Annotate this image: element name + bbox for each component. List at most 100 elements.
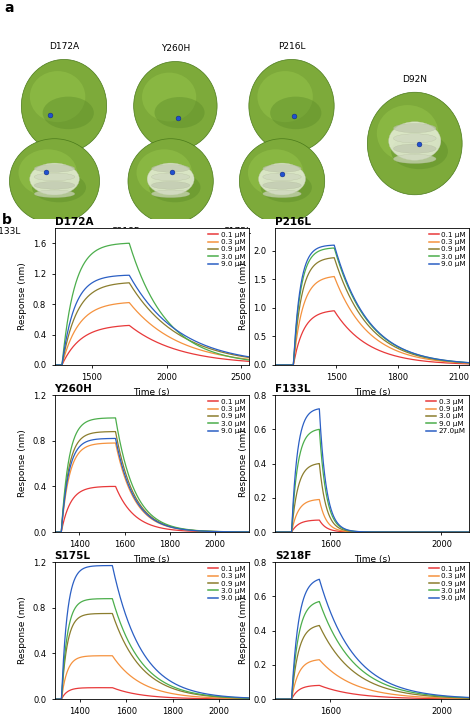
Ellipse shape xyxy=(393,144,436,153)
9.0 μM xyxy=(221,692,227,701)
0.9 μM xyxy=(272,361,278,369)
0.1 μM xyxy=(126,688,132,697)
0.3 μM xyxy=(317,655,322,664)
0.9 μM xyxy=(246,694,252,703)
0.9 μM xyxy=(306,497,311,505)
0.1 μM xyxy=(135,327,140,336)
3.0 μM xyxy=(246,694,252,703)
3.0 μM xyxy=(463,528,468,536)
3.0 μM xyxy=(306,257,311,266)
3.0 μM xyxy=(109,594,115,603)
0.1 μM xyxy=(306,318,311,326)
0.3 μM xyxy=(135,500,140,508)
27.0μM xyxy=(294,452,300,460)
0.9 μM xyxy=(294,321,300,330)
0.9 μM xyxy=(74,440,80,449)
0.1 μM xyxy=(246,528,252,536)
3.0 μM xyxy=(52,695,57,703)
Ellipse shape xyxy=(147,163,194,195)
Ellipse shape xyxy=(155,97,205,128)
3.0 μM xyxy=(85,595,91,604)
9.0 μM xyxy=(346,645,352,653)
3.0 μM xyxy=(85,253,91,262)
Ellipse shape xyxy=(270,97,321,129)
27.0μM xyxy=(272,528,278,536)
3.0 μM xyxy=(317,460,322,468)
0.9 μM xyxy=(242,694,248,703)
0.9 μM xyxy=(85,610,91,619)
Text: F133L: F133L xyxy=(275,384,310,394)
27.0μM xyxy=(306,410,311,419)
0.3 μM xyxy=(463,358,468,367)
0.3 μM xyxy=(85,442,91,450)
27.0μM xyxy=(466,528,472,536)
0.9 μM xyxy=(466,358,472,367)
Ellipse shape xyxy=(21,60,107,153)
9.0 μM xyxy=(463,693,468,702)
0.1 μM xyxy=(74,338,80,347)
0.9 μM xyxy=(74,615,80,624)
0.1 μM xyxy=(221,695,227,703)
3.0 μM xyxy=(442,692,447,701)
Line: 9.0 μM: 9.0 μM xyxy=(275,245,469,365)
0.3 μM xyxy=(221,351,227,360)
0.3 μM xyxy=(85,310,91,319)
Ellipse shape xyxy=(377,105,438,161)
0.9 μM xyxy=(294,654,300,663)
Y-axis label: Response (nm): Response (nm) xyxy=(239,597,248,665)
3.0 μM xyxy=(221,351,227,360)
0.3 μM xyxy=(442,528,447,536)
0.1 μM xyxy=(463,695,468,703)
Ellipse shape xyxy=(257,71,313,122)
Ellipse shape xyxy=(261,173,312,202)
9.0 μM xyxy=(246,693,252,702)
3.0 μM xyxy=(346,527,352,536)
0.3 μM xyxy=(221,528,227,536)
Y-axis label: Response (nm): Response (nm) xyxy=(18,262,27,331)
0.1 μM xyxy=(294,343,300,352)
Line: 3.0 μM: 3.0 μM xyxy=(55,418,249,532)
9.0 μM xyxy=(294,310,300,318)
9.0 μM xyxy=(135,639,140,647)
3.0 μM xyxy=(463,358,468,367)
9.0 μM xyxy=(272,528,278,536)
0.3 μM xyxy=(442,357,447,366)
9.0 μM xyxy=(74,571,80,579)
3.0 μM xyxy=(74,276,80,285)
Ellipse shape xyxy=(263,173,301,181)
Ellipse shape xyxy=(389,122,441,160)
3.0 μM xyxy=(355,663,361,671)
Ellipse shape xyxy=(34,181,75,189)
9.0 μM xyxy=(74,298,80,307)
Line: 9.0 μM: 9.0 μM xyxy=(275,579,469,699)
0.1 μM xyxy=(85,484,91,493)
Ellipse shape xyxy=(151,181,190,189)
0.1 μM xyxy=(346,689,352,698)
Line: 0.1 μM: 0.1 μM xyxy=(55,326,249,365)
3.0 μM xyxy=(242,355,248,364)
Text: Y260H: Y260H xyxy=(161,44,190,53)
0.3 μM xyxy=(294,673,300,681)
Ellipse shape xyxy=(18,149,77,196)
0.9 μM xyxy=(246,528,252,536)
0.1 μM xyxy=(463,359,468,368)
Line: 3.0 μM: 3.0 μM xyxy=(275,464,469,532)
0.9 μM xyxy=(272,695,278,703)
9.0 μM xyxy=(221,528,227,536)
Ellipse shape xyxy=(249,60,334,153)
3.0 μM xyxy=(442,528,447,536)
0.9 μM xyxy=(466,528,472,536)
3.0 μM xyxy=(135,652,140,661)
3.0 μM xyxy=(246,356,252,364)
9.0 μM xyxy=(221,347,227,356)
0.9 μM xyxy=(442,356,447,365)
0.3 μM xyxy=(135,308,140,316)
Ellipse shape xyxy=(34,173,75,181)
0.3 μM xyxy=(463,694,468,703)
Line: 0.9 μM: 0.9 μM xyxy=(275,257,469,365)
0.3 μM xyxy=(74,655,80,663)
0.3 μM xyxy=(126,298,132,307)
Ellipse shape xyxy=(128,138,213,224)
3.0 μM xyxy=(127,239,132,247)
Ellipse shape xyxy=(393,154,436,163)
